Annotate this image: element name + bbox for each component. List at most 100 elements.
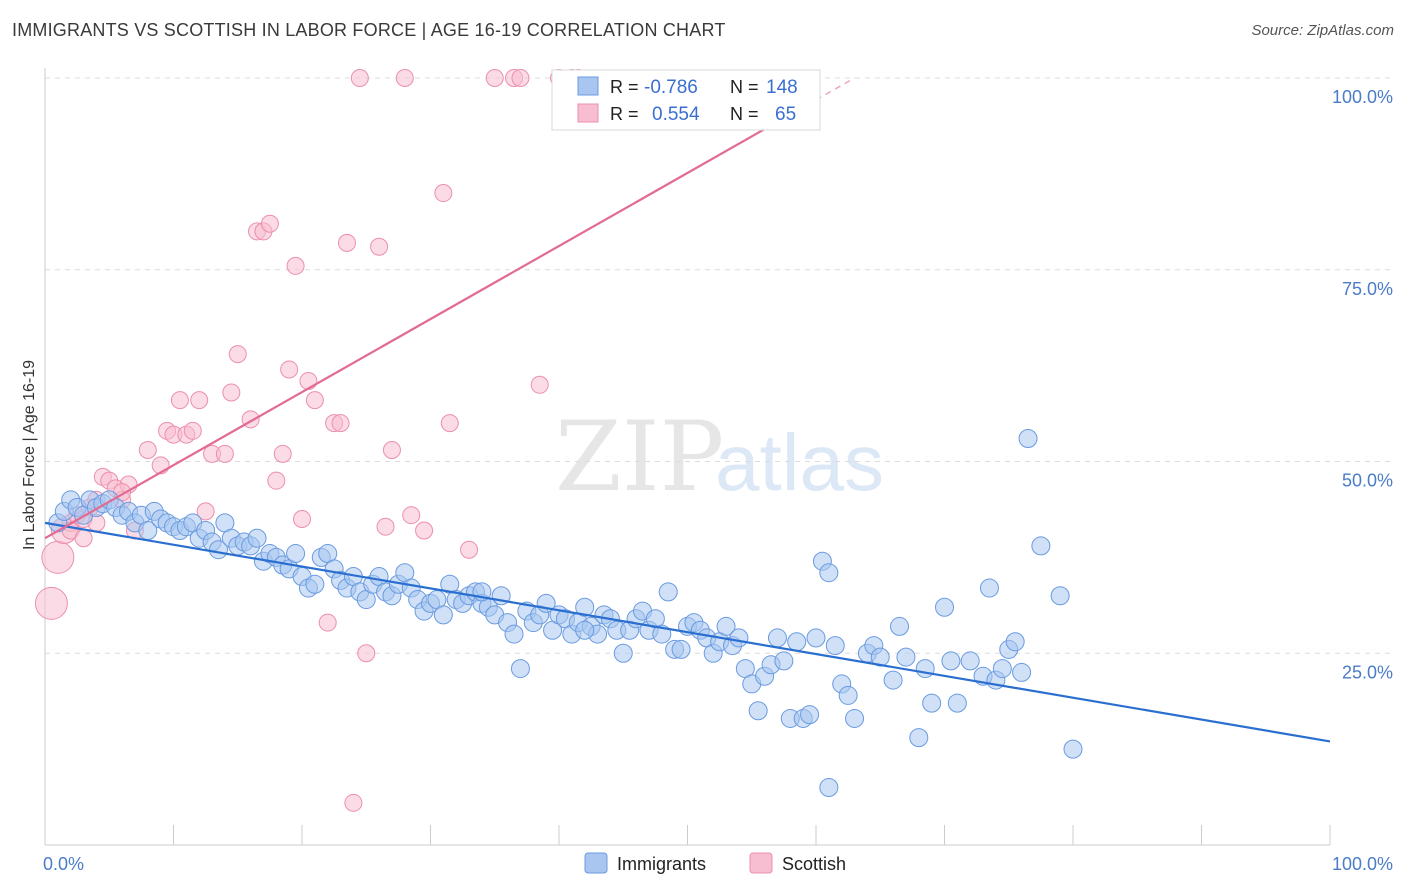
immigrants-point xyxy=(504,624,524,644)
immigrants-point xyxy=(433,605,453,625)
scottish-point xyxy=(183,421,202,440)
y-tick-labels: 25.0% 50.0% 75.0% 100.0% xyxy=(1332,87,1393,682)
series-legend: Immigrants Scottish xyxy=(584,852,846,874)
immigrants-point xyxy=(941,651,961,671)
scottish-r-label: R = xyxy=(610,104,639,124)
immigrants-point xyxy=(1050,586,1070,606)
scottish-point xyxy=(370,237,389,256)
immigrants-point xyxy=(1031,536,1051,556)
immigrants-point xyxy=(935,597,954,617)
immigrants-point xyxy=(1018,428,1038,448)
scottish-swatch xyxy=(577,103,599,123)
immigrants-point xyxy=(960,651,980,671)
scottish-point xyxy=(74,529,93,548)
scottish-point xyxy=(350,69,369,87)
immigrants-point xyxy=(575,620,595,640)
scottish-point xyxy=(299,371,318,390)
y-tick-label: 75.0% xyxy=(1342,279,1393,299)
scottish-point xyxy=(395,69,414,87)
scottish-point xyxy=(305,391,324,410)
x-tick-label: 100.0% xyxy=(1332,854,1393,874)
scottish-point xyxy=(215,444,234,463)
scottish-n-value: 65 xyxy=(775,104,796,125)
immigrants-point xyxy=(613,643,633,663)
immigrants-point xyxy=(896,647,916,667)
scottish-point xyxy=(293,510,311,529)
immigrants-trendline xyxy=(44,521,1331,743)
immigrants-point xyxy=(947,693,967,713)
immigrants-point xyxy=(915,659,935,679)
y-tick-label: 50.0% xyxy=(1342,471,1393,491)
scottish-point xyxy=(402,506,421,525)
scottish-n-label: N = xyxy=(730,104,759,124)
immigrants-point xyxy=(992,659,1012,679)
immigrants-point xyxy=(838,685,858,705)
immigrants-point xyxy=(774,651,794,671)
immigrants-point xyxy=(787,632,807,652)
immigrants-point xyxy=(825,636,845,656)
scottish-point xyxy=(280,360,299,379)
y-tick-label: 25.0% xyxy=(1342,662,1393,682)
immigrants-point xyxy=(671,639,691,659)
immigrants-point xyxy=(922,693,942,713)
scottish-trendline-extension xyxy=(815,77,855,101)
scottish-point xyxy=(41,540,75,574)
scottish-point xyxy=(286,256,305,275)
scottish-point xyxy=(511,69,530,87)
scottish-trendline xyxy=(44,98,817,540)
scottish-point xyxy=(440,414,459,433)
scottish-point xyxy=(170,391,189,410)
scottish-point xyxy=(485,69,504,87)
scottish-r-value: 0.554 xyxy=(652,104,700,125)
immigrants-r-value: -0.786 xyxy=(644,77,698,98)
immigrants-point xyxy=(748,701,768,721)
gridlines xyxy=(45,77,1395,654)
legend-scottish-swatch xyxy=(749,852,773,874)
immigrants-point xyxy=(716,616,736,636)
scottish-point xyxy=(34,586,68,620)
scottish-point xyxy=(357,644,376,663)
immigrants-point xyxy=(1063,739,1083,759)
scottish-point xyxy=(530,375,549,394)
trendlines xyxy=(44,77,1331,743)
x-tick-label: 0.0% xyxy=(43,854,84,874)
legend-immigrants-label: Immigrants xyxy=(617,854,706,874)
scottish-point xyxy=(460,540,479,559)
scottish-point xyxy=(344,793,363,812)
legend-scottish-label: Scottish xyxy=(782,854,846,874)
scottish-point xyxy=(222,383,241,402)
immigrants-point xyxy=(819,777,839,797)
y-axis-label: In Labor Force | Age 16-19 xyxy=(21,360,38,550)
scottish-point xyxy=(138,440,157,459)
x-axis-ticks xyxy=(44,825,1331,845)
immigrants-point xyxy=(247,528,267,548)
immigrants-n-label: N = xyxy=(730,77,759,97)
immigrants-point xyxy=(909,728,929,748)
scottish-point xyxy=(331,414,350,433)
scottish-point xyxy=(337,233,356,252)
scottish-point xyxy=(190,391,209,410)
immigrants-r-label: R = xyxy=(610,77,639,97)
x-tick-labels: 0.0% 100.0% xyxy=(43,854,1393,874)
scottish-point xyxy=(267,471,286,490)
scottish-point xyxy=(228,345,247,364)
watermark: ZIP atlas xyxy=(555,401,884,513)
watermark-zip: ZIP xyxy=(555,401,724,513)
scottish-point xyxy=(415,521,434,540)
scottish-point xyxy=(382,440,401,459)
immigrants-point xyxy=(510,659,530,679)
immigrants-point xyxy=(819,563,839,583)
scottish-point xyxy=(196,502,215,521)
watermark-atlas: atlas xyxy=(715,418,884,507)
scottish-point xyxy=(376,517,395,536)
scottish-point xyxy=(260,214,279,233)
source-label: Source: ZipAtlas.com xyxy=(1251,22,1394,39)
immigrants-point xyxy=(800,705,820,725)
immigrants-swatch xyxy=(577,76,599,96)
chart-title: IMMIGRANTS VS SCOTTISH IN LABOR FORCE | … xyxy=(12,20,726,40)
immigrants-point xyxy=(845,708,865,728)
y-tick-label: 100.0% xyxy=(1332,87,1393,107)
immigrants-point xyxy=(890,616,910,636)
stats-legend: R = -0.786 N = 148 R = 0.554 N = 65 xyxy=(551,69,821,131)
